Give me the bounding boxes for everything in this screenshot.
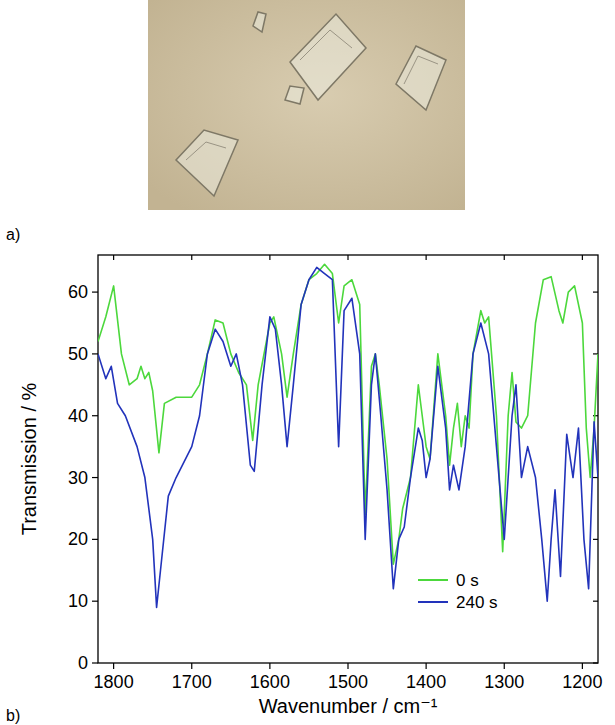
x-tick bbox=[113, 255, 114, 260]
legend-swatch bbox=[418, 601, 448, 603]
x-tick-label: 1400 bbox=[406, 672, 446, 692]
y-tick bbox=[593, 539, 598, 540]
x-tick bbox=[582, 663, 583, 669]
x-tick-label: 1500 bbox=[328, 672, 368, 692]
crystal-edge bbox=[404, 56, 438, 84]
crystal bbox=[285, 86, 304, 104]
x-tick bbox=[113, 663, 114, 669]
spectrum-line bbox=[98, 264, 598, 564]
x-tick-label: 1700 bbox=[172, 672, 212, 692]
photo-background bbox=[148, 0, 465, 210]
panel-label: a) bbox=[6, 226, 20, 243]
panel-label: b) bbox=[6, 707, 20, 724]
y-tick bbox=[92, 291, 98, 292]
x-tick-label: 1800 bbox=[94, 672, 134, 692]
x-tick-label: 1200 bbox=[562, 672, 602, 692]
x-tick-label: 1300 bbox=[484, 672, 524, 692]
x-tick bbox=[347, 663, 348, 669]
crystal-edge bbox=[300, 30, 352, 60]
legend: 0 s 240 s bbox=[418, 571, 498, 612]
y-tick bbox=[593, 291, 598, 292]
x-tick bbox=[504, 255, 505, 260]
y-tick-label: 30 bbox=[68, 468, 88, 488]
y-tick-label: 0 bbox=[78, 653, 88, 673]
crystal bbox=[396, 46, 446, 110]
y-tick-label: 10 bbox=[68, 591, 88, 611]
x-tick bbox=[347, 255, 348, 260]
legend-swatch bbox=[418, 579, 448, 581]
x-axis-title: Wavenumber / cm⁻¹ bbox=[259, 695, 438, 717]
y-tick-label: 50 bbox=[68, 344, 88, 364]
x-tick bbox=[191, 255, 192, 260]
axes: 1800 1700 1600 1500 1400 1300 1200 0 10 20 30 40 50 6… bbox=[18, 255, 602, 717]
y-tick bbox=[593, 601, 598, 602]
legend-label: 240 s bbox=[456, 593, 498, 612]
legend-label: 0 s bbox=[456, 571, 479, 590]
y-tick bbox=[92, 662, 98, 663]
plot-frame bbox=[98, 255, 598, 663]
y-tick bbox=[92, 415, 98, 416]
x-tick-label: 1600 bbox=[250, 672, 290, 692]
y-tick bbox=[92, 601, 98, 602]
figure: a) b) 1800 1700 1600 1500 1400 1300 1200 0 10 20 30 4… bbox=[0, 0, 615, 725]
x-tick bbox=[269, 663, 270, 669]
y-tick-label: 20 bbox=[68, 529, 88, 549]
y-axis-title: Transmission / % bbox=[18, 382, 40, 535]
y-tick-label: 40 bbox=[68, 406, 88, 426]
y-tick bbox=[92, 353, 98, 354]
x-tick bbox=[191, 663, 192, 669]
spectrum-line bbox=[98, 267, 598, 607]
crystal-edge bbox=[186, 142, 226, 160]
x-tick bbox=[504, 663, 505, 669]
x-tick bbox=[269, 255, 270, 260]
plot-lines bbox=[98, 264, 598, 607]
y-tick bbox=[92, 539, 98, 540]
micrograph bbox=[148, 0, 465, 210]
x-tick bbox=[426, 255, 427, 260]
y-tick-label: 60 bbox=[68, 282, 88, 302]
crystal bbox=[253, 12, 266, 32]
x-tick bbox=[582, 255, 583, 260]
y-tick bbox=[92, 477, 98, 478]
x-tick bbox=[426, 663, 427, 669]
crystal bbox=[176, 130, 238, 196]
